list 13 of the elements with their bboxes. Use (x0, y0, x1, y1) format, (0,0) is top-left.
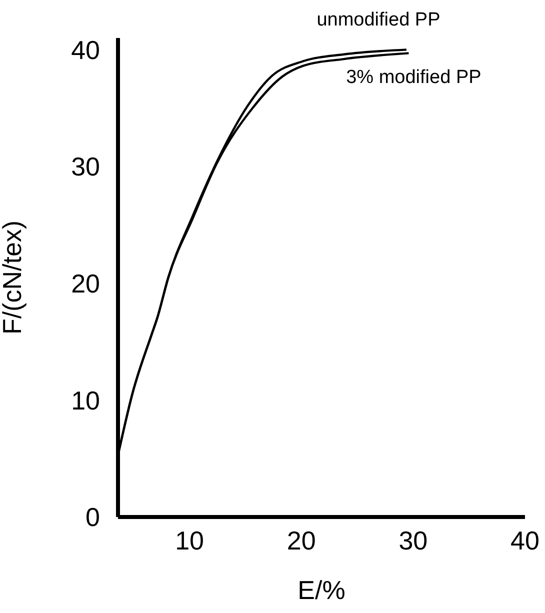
x-axis-title: E/% (298, 575, 346, 605)
y-tick-label: 0 (86, 502, 100, 532)
y-axis-title: F/(cN/tex) (0, 220, 28, 335)
x-tick-label: 30 (398, 525, 428, 556)
y-tick-label: 20 (71, 268, 100, 299)
y-tick-label: 40 (71, 34, 100, 65)
x-tick-label: 40 (510, 525, 540, 556)
y-tick-label: 30 (71, 152, 100, 182)
x-tick-label: 20 (286, 525, 316, 556)
series-label: unmodified PP (316, 10, 440, 31)
series-label: 3% modified PP (346, 67, 482, 88)
x-tick-label: 10 (175, 525, 204, 556)
y-tick-label: 10 (71, 385, 100, 416)
